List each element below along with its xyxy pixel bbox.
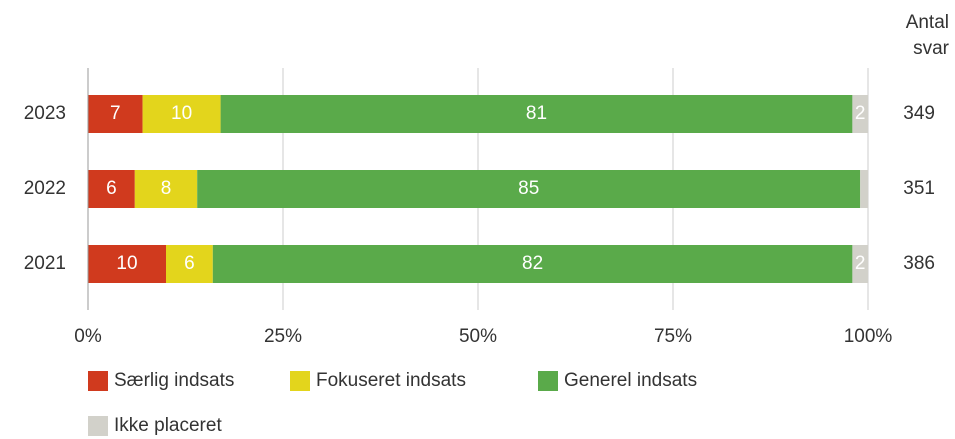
legend-label: Generel indsats [564,370,697,391]
data-label: 85 [518,178,539,199]
bar-segment [88,170,135,208]
legend-swatch [88,371,108,391]
bar-segment [852,95,868,133]
data-label: 6 [184,253,195,274]
legend-label: Ikke placeret [114,415,222,436]
y-tick-label: 2023 [24,103,66,124]
bar-segment [142,95,221,133]
legend-label: Fokuseret indsats [316,370,466,391]
legend-label: Særlig indsats [114,370,234,391]
counts-header: Antal svar [905,12,949,59]
legend-swatch [538,371,558,391]
data-label: 10 [116,253,137,274]
bar-segment [212,245,853,283]
bar-segment [134,170,198,208]
x-tick-label: 0% [74,326,102,347]
data-label: 6 [106,178,117,199]
data-label: 82 [522,253,543,274]
data-label: 2 [855,253,866,274]
bar-segment [220,95,853,133]
count-label: 351 [903,178,935,199]
legend-swatch [290,371,310,391]
x-tick-label: 100% [844,326,893,347]
bar-segment [88,95,143,133]
x-tick-label: 25% [264,326,302,347]
data-label: 7 [110,103,121,124]
bar-segment [197,170,861,208]
data-label: 2 [855,103,866,124]
legend-swatch [88,416,108,436]
bar-segment [860,170,868,208]
data-label: 81 [526,103,547,124]
x-tick-label: 75% [654,326,692,347]
bar-segment [88,245,166,283]
count-label: 386 [903,253,935,274]
count-label: 349 [903,103,935,124]
data-label: 8 [161,178,172,199]
x-tick-label: 50% [459,326,497,347]
bar-segment [852,245,868,283]
y-tick-label: 2022 [24,178,66,199]
data-label: 10 [171,103,192,124]
bar-segment [166,245,213,283]
y-tick-label: 2021 [24,253,66,274]
